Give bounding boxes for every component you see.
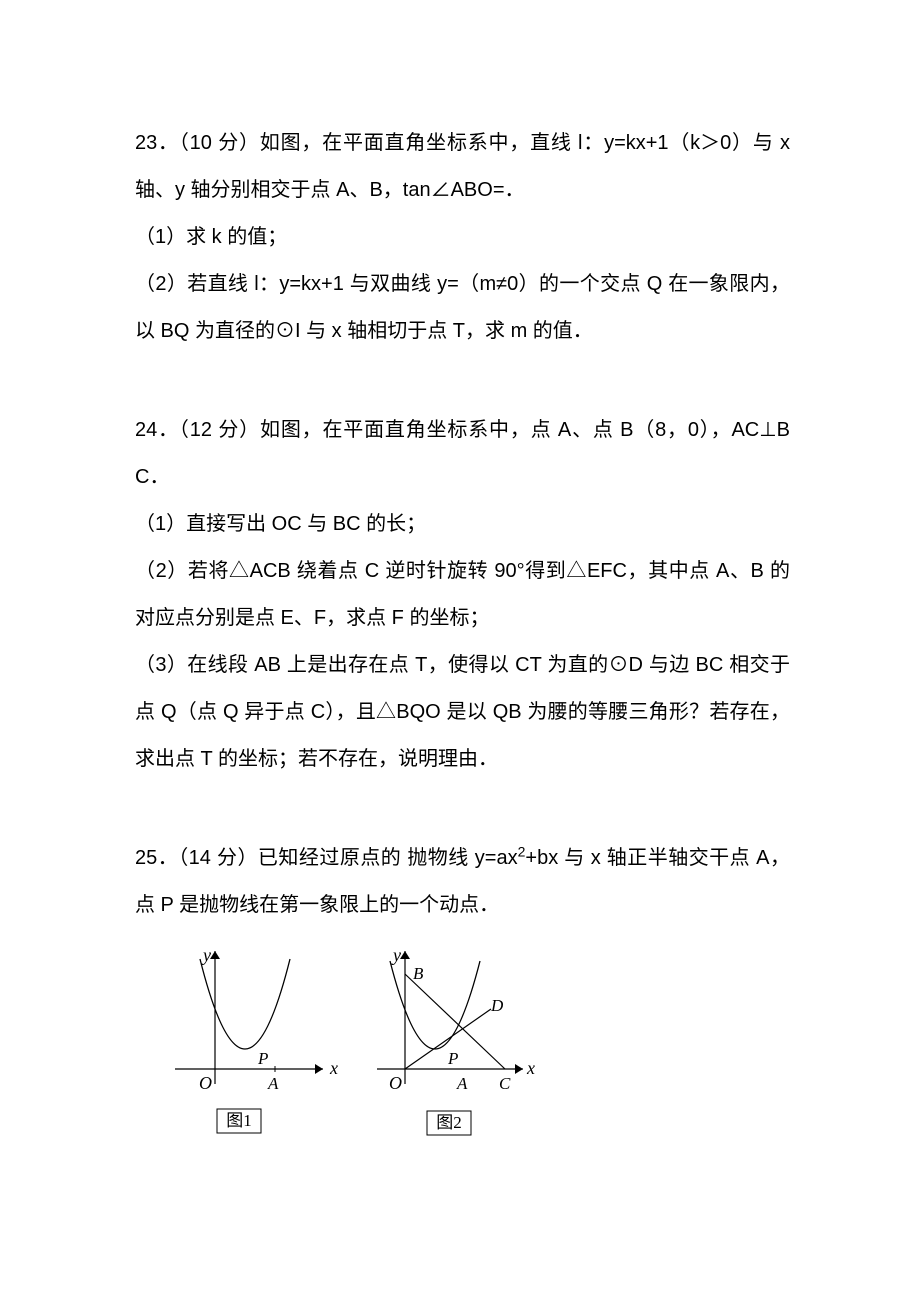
- fig2-label-A: A: [456, 1074, 468, 1093]
- q23-sub1: （1）求 k 的值；: [135, 214, 790, 261]
- fig2-caption: 图2: [436, 1113, 462, 1132]
- fig1-label-P: P: [257, 1049, 268, 1068]
- fig1-group: O x y P A 图1: [175, 945, 338, 1133]
- gap-24-25: [135, 783, 790, 835]
- fig1-label-O: O: [199, 1073, 212, 1093]
- q23-sub2: （2）若直线 l：y=kx+1 与双曲线 y=（m≠0）的一个交点 Q 在一象限…: [135, 261, 790, 355]
- fig2-label-x: x: [526, 1058, 535, 1078]
- fig2-label-D: D: [490, 996, 504, 1015]
- fig2-label-O: O: [389, 1073, 402, 1093]
- q24-stem: 24．（12 分）如图，在平面直角坐标系中，点 A、点 B（8，0），AC⊥BC…: [135, 407, 790, 501]
- q24-sub1: （1）直接写出 OC 与 BC 的长；: [135, 501, 790, 548]
- gap-23-24: [135, 355, 790, 407]
- fig2-label-B: B: [413, 964, 424, 983]
- fig1-label-y: y: [201, 945, 211, 965]
- q23-stem: 23．（10 分）如图，在平面直角坐标系中，直线 l：y=kx+1（k＞0）与 …: [135, 120, 790, 214]
- q24-sub2: （2）若将△ACB 绕着点 C 逆时针旋转 90°得到△EFC，其中点 A、B …: [135, 548, 790, 642]
- fig2-label-P: P: [447, 1049, 458, 1068]
- fig1-label-A: A: [267, 1074, 279, 1093]
- q25-text-prefix: 25．（14 分）已知经过原点的 抛物线 y=ax: [135, 847, 518, 869]
- q24-sub3: （3）在线段 AB 上是出存在点 T，使得以 CT 为直的⊙D 与边 BC 相交…: [135, 642, 790, 783]
- fig2-group: O x y B D P A C 图2: [377, 945, 535, 1135]
- figures-svg: O x y P A 图1 O x y B: [155, 939, 535, 1139]
- fig1-caption: 图1: [226, 1111, 252, 1130]
- q25-stem: 25．（14 分）已知经过原点的 抛物线 y=ax2+bx 与 x 轴正半轴交干…: [135, 835, 790, 929]
- fig2-label-y: y: [391, 945, 401, 965]
- fig2-label-C: C: [499, 1074, 511, 1093]
- fig1-label-x: x: [329, 1058, 338, 1078]
- q25-figures: O x y P A 图1 O x y B: [135, 939, 790, 1139]
